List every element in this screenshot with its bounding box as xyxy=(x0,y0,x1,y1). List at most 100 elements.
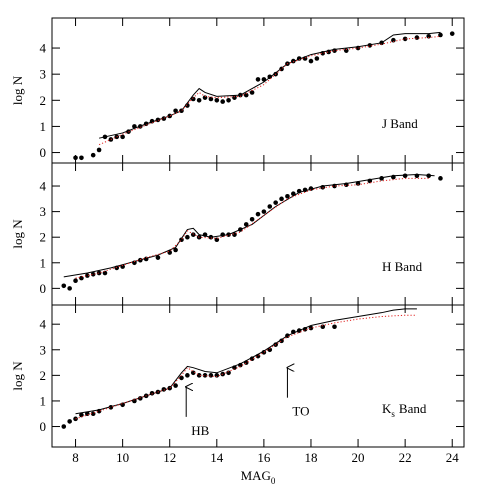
data-point xyxy=(249,216,255,222)
data-point xyxy=(402,173,408,179)
x-axis-label-sub: 0 xyxy=(271,476,276,486)
data-point xyxy=(208,96,214,102)
data-point xyxy=(426,33,431,39)
data-point xyxy=(232,95,237,100)
data-point xyxy=(79,155,84,161)
data-point xyxy=(261,209,267,214)
plot-frame xyxy=(51,17,465,164)
data-point xyxy=(179,375,184,381)
data-point xyxy=(226,97,231,103)
data-point xyxy=(438,176,443,181)
y-tick-label: 1 xyxy=(40,393,47,408)
data-point xyxy=(96,270,102,276)
plot-frame xyxy=(51,304,465,448)
y-axis-label: log N xyxy=(10,219,25,249)
data-point xyxy=(285,193,290,199)
x-tick-label: 12 xyxy=(163,450,176,465)
data-point xyxy=(120,134,125,140)
band-label: H Band xyxy=(382,259,423,274)
data-point xyxy=(214,97,220,103)
data-point xyxy=(202,373,208,378)
x-tick-label: 14 xyxy=(210,450,224,465)
data-point xyxy=(90,152,96,158)
band-label: J Band xyxy=(382,116,418,131)
plot-frame xyxy=(51,162,465,306)
data-point xyxy=(449,31,455,36)
y-tick-label: 3 xyxy=(40,204,47,219)
data-point xyxy=(220,99,225,104)
data-point xyxy=(332,324,337,330)
data-point xyxy=(96,147,102,153)
y-tick-label: 4 xyxy=(40,41,47,56)
y-tick-label: 0 xyxy=(40,419,47,434)
data-point xyxy=(355,181,361,186)
y-tick-label: 3 xyxy=(40,67,47,82)
data-point xyxy=(308,325,314,331)
dotted-line xyxy=(98,35,441,146)
band-label-text: J Band xyxy=(382,116,418,131)
data-point xyxy=(190,232,196,237)
x-tick-label: 22 xyxy=(399,450,412,465)
x-axis-label-text: MAG xyxy=(241,468,271,483)
data-point xyxy=(85,273,90,278)
x-tick-label: 8 xyxy=(72,450,79,465)
data-point xyxy=(226,370,231,376)
y-tick-label: 2 xyxy=(40,93,47,108)
solid-line xyxy=(75,308,417,415)
dotted-line xyxy=(75,314,417,420)
data-point xyxy=(190,96,196,102)
y-axis-label: log N xyxy=(10,361,25,391)
y-tick-label: 1 xyxy=(40,119,47,134)
y-tick-label: 2 xyxy=(40,368,47,383)
x-axis-label: MAG0 xyxy=(241,468,276,486)
solid-line xyxy=(63,174,435,278)
data-point xyxy=(173,108,178,114)
band-label-text: H Band xyxy=(382,259,423,274)
data-point xyxy=(414,35,420,40)
data-point xyxy=(73,155,78,161)
data-point xyxy=(402,36,408,42)
data-point xyxy=(173,383,178,388)
data-point xyxy=(173,247,178,253)
x-tick-label: 24 xyxy=(446,450,460,465)
band-label: Ks Band xyxy=(382,401,427,419)
band-label-text: K xyxy=(382,401,392,416)
data-point xyxy=(61,283,67,289)
y-axis-label: log N xyxy=(10,75,25,105)
data-point xyxy=(279,196,284,202)
data-point xyxy=(202,95,208,100)
x-tick-label: 18 xyxy=(304,450,317,465)
y-tick-label: 3 xyxy=(40,342,47,357)
y-tick-label: 4 xyxy=(40,317,47,332)
data-point xyxy=(185,234,190,240)
x-tick-label: 16 xyxy=(257,450,271,465)
data-point xyxy=(320,324,326,330)
data-point xyxy=(267,204,273,209)
data-point xyxy=(190,370,196,376)
data-point xyxy=(90,271,96,277)
data-point xyxy=(79,275,84,281)
data-point xyxy=(314,56,320,61)
annotation-label: HB xyxy=(191,423,209,438)
x-tick-label: 10 xyxy=(116,450,129,465)
data-point xyxy=(249,90,255,95)
solid-line xyxy=(98,31,441,139)
data-point xyxy=(391,37,396,43)
y-tick-label: 2 xyxy=(40,230,47,245)
y-tick-label: 0 xyxy=(40,281,47,296)
data-point xyxy=(155,255,161,260)
data-point xyxy=(438,32,443,38)
data-point xyxy=(267,347,273,353)
data-point xyxy=(67,419,72,424)
data-point xyxy=(67,286,72,291)
data-point xyxy=(255,77,261,82)
data-point xyxy=(61,424,67,429)
data-point xyxy=(73,278,78,283)
data-point xyxy=(343,48,349,53)
data-point xyxy=(243,92,249,98)
data-point xyxy=(102,270,108,276)
data-point xyxy=(214,373,220,378)
data-point xyxy=(243,222,249,227)
data-point xyxy=(308,58,314,64)
